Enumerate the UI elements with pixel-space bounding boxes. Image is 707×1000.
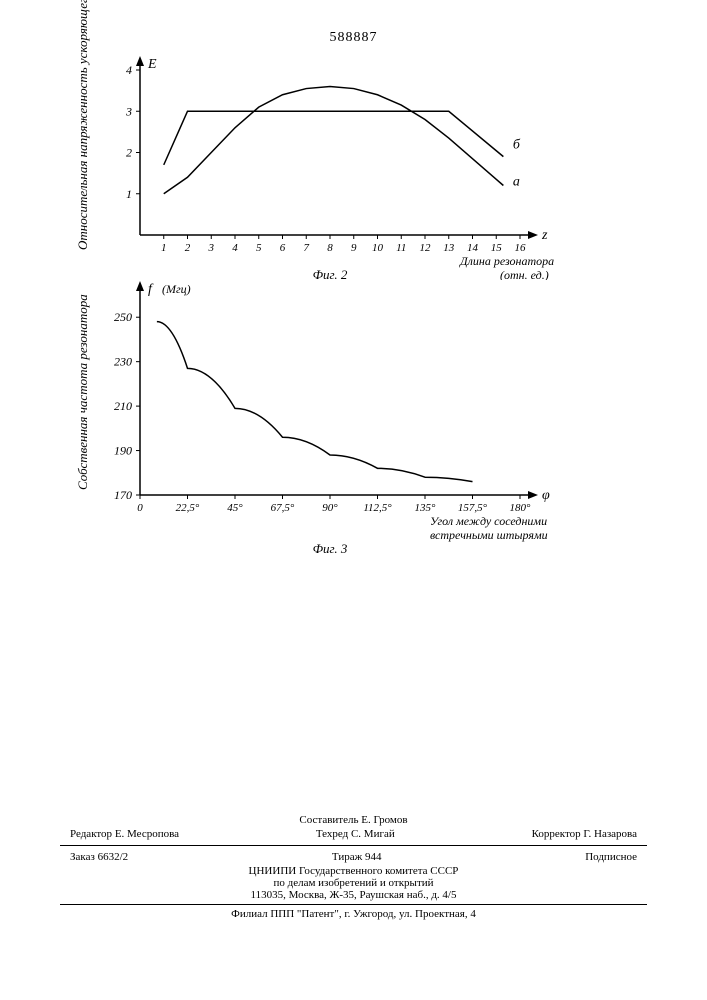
compiler: Е. Громов bbox=[361, 814, 407, 826]
svg-text:250: 250 bbox=[114, 310, 132, 324]
svg-text:67,5°: 67,5° bbox=[271, 502, 295, 514]
svg-text:112,5°: 112,5° bbox=[363, 502, 392, 514]
order: 6632/2 bbox=[98, 851, 129, 863]
svg-text:90°: 90° bbox=[322, 502, 338, 514]
corrector: Г. Назарова bbox=[583, 828, 637, 840]
address1: 113035, Москва, Ж-35, Раушская наб., д. … bbox=[60, 889, 647, 901]
svg-text:(Мгц): (Мгц) bbox=[162, 282, 191, 296]
svg-text:φ: φ bbox=[542, 488, 550, 503]
tech-label: Техред bbox=[316, 828, 348, 840]
chart2: f (Мгц) φ 170 190 210 230 250 0 22,5° 45° 67,5° 90° 1… bbox=[0, 0, 707, 560]
svg-text:157,5°: 157,5° bbox=[458, 502, 488, 514]
footer-block: Составитель Е. Громов Редактор Е. Месроп… bbox=[60, 814, 647, 920]
compiler-label: Составитель bbox=[299, 814, 358, 826]
address2: Филиал ППП "Патент", г. Ужгород, ул. Про… bbox=[60, 908, 647, 920]
svg-text:135°: 135° bbox=[415, 502, 437, 514]
editor: Е. Месропова bbox=[115, 828, 179, 840]
order-label: Заказ bbox=[70, 851, 95, 863]
corrector-label: Корректор bbox=[532, 828, 581, 840]
svg-text:45°: 45° bbox=[227, 502, 243, 514]
svg-text:встречными штырями: встречными штырями bbox=[430, 528, 548, 542]
svg-text:Угол между соседними: Угол между соседними bbox=[430, 514, 547, 528]
svg-text:f: f bbox=[148, 282, 154, 297]
editor-label: Редактор bbox=[70, 828, 112, 840]
svg-text:190: 190 bbox=[114, 444, 132, 458]
org2: по делам изобретений и открытий bbox=[60, 877, 647, 889]
circulation: 944 bbox=[365, 851, 382, 863]
org1: ЦНИИПИ Государственного комитета СССР bbox=[60, 865, 647, 877]
svg-text:Фиг. 3: Фиг. 3 bbox=[313, 541, 348, 556]
subscription: Подписное bbox=[585, 851, 637, 863]
svg-text:180°: 180° bbox=[510, 502, 532, 514]
svg-text:0: 0 bbox=[137, 502, 143, 514]
svg-text:230: 230 bbox=[114, 355, 132, 369]
svg-text:210: 210 bbox=[114, 399, 132, 413]
svg-text:170: 170 bbox=[114, 488, 132, 502]
tech: С. Мигай bbox=[351, 828, 395, 840]
svg-text:22,5°: 22,5° bbox=[176, 502, 200, 514]
circulation-label: Тираж bbox=[332, 851, 362, 863]
